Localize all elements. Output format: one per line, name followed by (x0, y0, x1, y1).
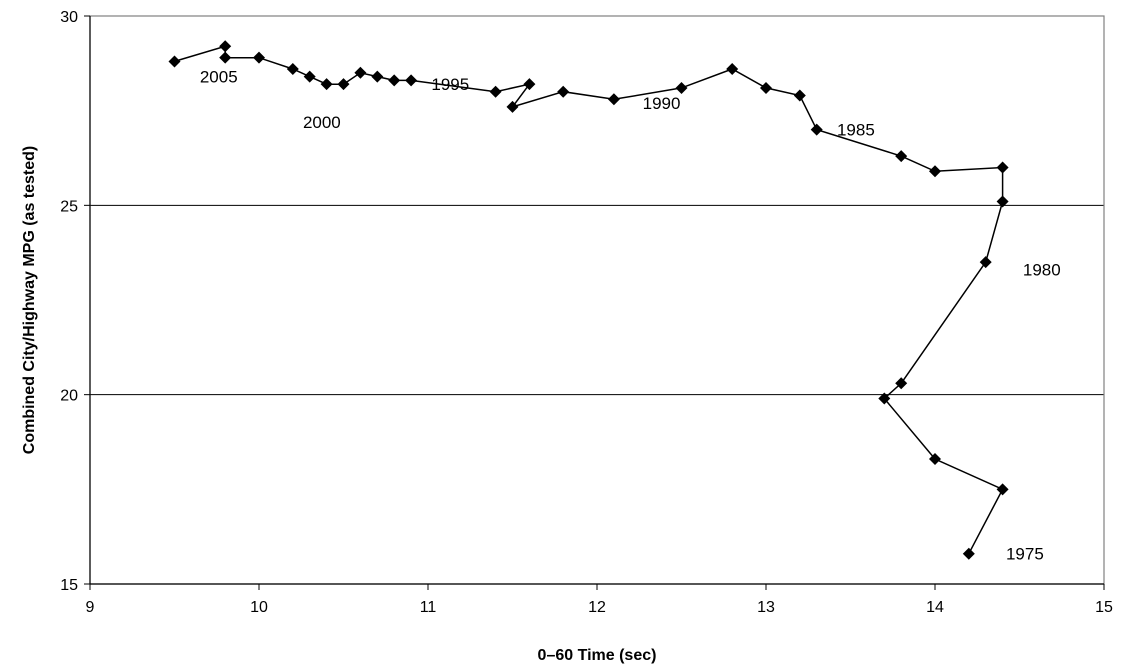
x-tick-label: 15 (1095, 599, 1113, 616)
data-point (675, 81, 688, 94)
gridlines (90, 204, 1104, 396)
year-label: 1995 (431, 75, 469, 94)
data-point (405, 74, 418, 87)
data-point (895, 377, 908, 390)
data-point (168, 55, 181, 68)
data-point (996, 161, 1009, 174)
year-label: 1985 (837, 121, 875, 140)
data-point (337, 78, 350, 91)
data-point (557, 85, 570, 98)
data-point (506, 100, 519, 113)
y-tick-label: 25 (60, 198, 78, 215)
data-point (523, 78, 536, 91)
data-point (929, 165, 941, 178)
data-point (489, 85, 502, 98)
data-point (286, 63, 299, 76)
x-tick-label: 9 (86, 599, 95, 616)
y-axis-title: Combined City/Highway MPG (as tested) (21, 146, 38, 454)
data-point (979, 256, 992, 269)
data-point (219, 40, 232, 53)
data-point (929, 453, 941, 466)
year-label: 1990 (643, 94, 681, 113)
data-point (810, 123, 823, 136)
x-tick-label: 14 (926, 599, 944, 616)
year-annotations: 1975 1980 1985 1990 1995 2000 2005 (200, 68, 1061, 564)
data-point (371, 70, 384, 83)
data-point (962, 547, 975, 560)
year-label: 2005 (200, 68, 238, 87)
data-point (219, 51, 232, 64)
data-point (388, 74, 401, 87)
data-point (793, 89, 806, 102)
x-tick-label: 13 (757, 599, 775, 616)
y-tick-label: 30 (60, 9, 78, 26)
data-point (303, 70, 316, 83)
plot-area-frame (89, 15, 1105, 585)
tick-labels: 15 20 25 30 9 10 11 12 13 14 15 (60, 9, 1113, 616)
data-point (996, 483, 1009, 496)
data-point (320, 78, 333, 91)
year-label: 2000 (303, 113, 341, 132)
axes (84, 15, 1105, 590)
x-tick-label: 11 (420, 599, 437, 616)
data-point (726, 63, 739, 76)
data-point (996, 195, 1009, 208)
data-point (760, 81, 772, 94)
data-point (354, 66, 367, 79)
data-point (878, 392, 891, 405)
y-tick-label: 20 (60, 388, 78, 405)
x-tick-label: 12 (588, 599, 606, 616)
year-label: 1980 (1023, 261, 1061, 280)
data-point (253, 51, 265, 64)
data-points (168, 40, 1009, 560)
series-line (174, 45, 1004, 555)
year-label: 1975 (1006, 545, 1044, 564)
x-axis-title: 0–60 Time (sec) (538, 647, 657, 664)
y-tick-label: 15 (60, 577, 78, 594)
x-tick-label: 10 (250, 599, 268, 616)
data-point (895, 150, 908, 163)
data-point (607, 93, 620, 106)
